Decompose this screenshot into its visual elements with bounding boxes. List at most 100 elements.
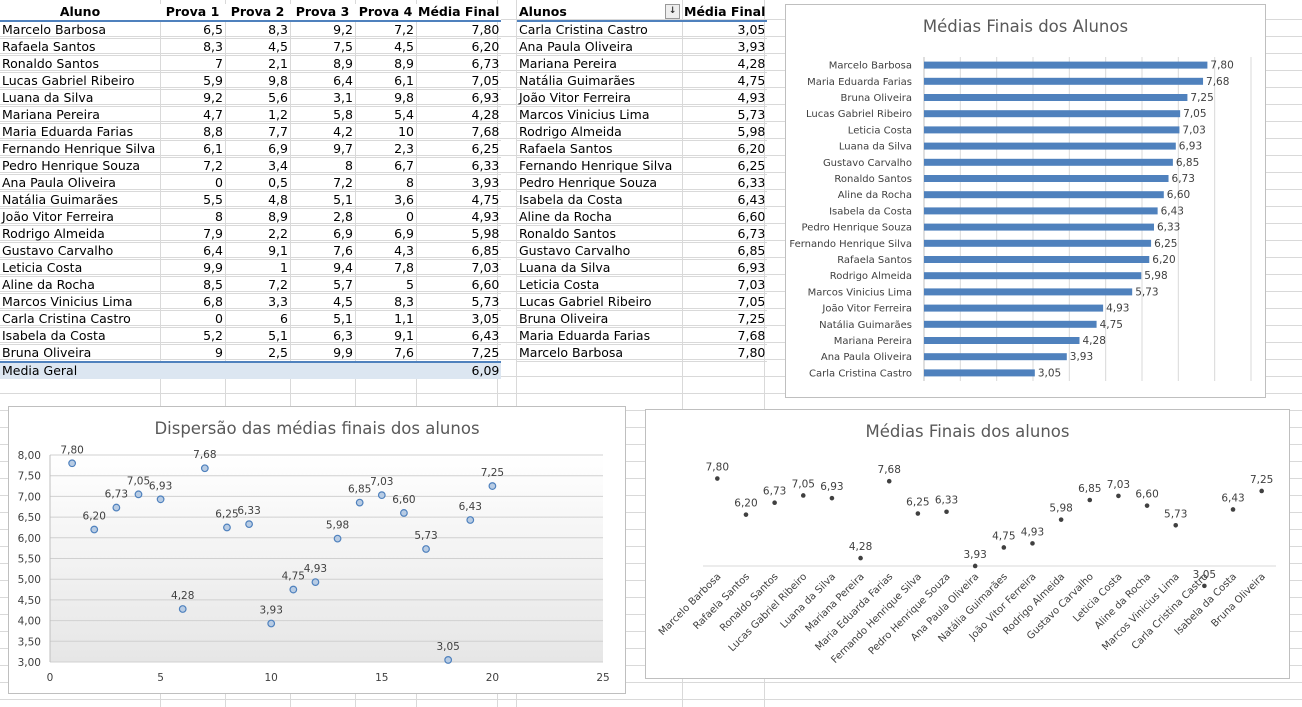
student-name-cell[interactable]: Lucas Gabriel Ribeiro <box>517 293 682 311</box>
student-name-cell[interactable]: Pedro Henrique Souza <box>517 174 682 192</box>
grade-cell[interactable]: 5,7 <box>290 276 355 294</box>
final-average-cell[interactable]: 3,05 <box>682 21 768 39</box>
final-average-cell[interactable]: 7,68 <box>416 123 502 141</box>
student-name-cell[interactable]: Marcos Vinicius Lima <box>0 293 160 311</box>
final-average-cell[interactable]: 4,28 <box>682 55 768 73</box>
student-name-cell[interactable]: Ronaldo Santos <box>517 225 682 243</box>
grade-cell[interactable]: 4,8 <box>225 191 290 209</box>
student-name-cell[interactable]: Ana Paula Oliveira <box>0 174 160 192</box>
grade-cell[interactable]: 7,5 <box>290 38 355 56</box>
grade-cell[interactable]: 9,8 <box>355 89 416 107</box>
sort-ascending-icon[interactable]: ↓ <box>665 4 680 19</box>
student-name-cell[interactable]: Fernando Henrique Silva <box>0 140 160 158</box>
grade-cell[interactable]: 6,9 <box>225 140 290 158</box>
grade-cell[interactable]: 7,8 <box>355 259 416 277</box>
final-average-cell[interactable]: 4,93 <box>416 208 502 226</box>
header-alunos[interactable]: Alunos ↓ <box>517 4 682 22</box>
grade-cell[interactable]: 9,7 <box>290 140 355 158</box>
header-aluno[interactable]: Aluno <box>0 4 160 22</box>
grade-cell[interactable]: 4,5 <box>225 38 290 56</box>
cell[interactable] <box>160 361 225 379</box>
final-average-cell[interactable]: 6,60 <box>682 208 768 226</box>
grade-cell[interactable]: 9,2 <box>160 89 225 107</box>
student-name-cell[interactable]: Maria Eduarda Farias <box>517 327 682 345</box>
student-name-cell[interactable]: Marcelo Barbosa <box>0 21 160 39</box>
grade-cell[interactable]: 1,1 <box>355 310 416 328</box>
student-name-cell[interactable]: Carla Cristina Castro <box>517 21 682 39</box>
cell[interactable] <box>225 361 290 379</box>
grade-cell[interactable]: 7,2 <box>290 174 355 192</box>
grade-cell[interactable]: 5,4 <box>355 106 416 124</box>
student-name-cell[interactable]: Gustavo Carvalho <box>0 242 160 260</box>
grade-cell[interactable]: 9 <box>160 344 225 363</box>
student-name-cell[interactable]: Bruna Oliveira <box>0 344 160 363</box>
grade-cell[interactable]: 6,1 <box>355 72 416 90</box>
grade-cell[interactable]: 2,3 <box>355 140 416 158</box>
final-average-cell[interactable]: 5,98 <box>416 225 502 243</box>
final-average-cell[interactable]: 6,60 <box>416 276 502 294</box>
grade-cell[interactable]: 6,3 <box>290 327 355 345</box>
student-name-cell[interactable]: Ana Paula Oliveira <box>517 38 682 56</box>
final-average-cell[interactable]: 4,28 <box>416 106 502 124</box>
grade-cell[interactable]: 2,8 <box>290 208 355 226</box>
grade-cell[interactable]: 7,2 <box>355 21 416 39</box>
grade-cell[interactable]: 5,1 <box>225 327 290 345</box>
student-name-cell[interactable]: Rodrigo Almeida <box>517 123 682 141</box>
student-name-cell[interactable]: Gustavo Carvalho <box>517 242 682 260</box>
grade-cell[interactable]: 3,6 <box>355 191 416 209</box>
student-name-cell[interactable]: Aline da Rocha <box>0 276 160 294</box>
grade-cell[interactable]: 6,1 <box>160 140 225 158</box>
final-average-cell[interactable]: 6,43 <box>682 191 768 209</box>
grade-cell[interactable]: 1 <box>225 259 290 277</box>
final-average-cell[interactable]: 7,80 <box>416 21 502 39</box>
bar-chart[interactable]: Médias Finais dos Alunos Marcelo Barbosa… <box>785 4 1266 398</box>
final-average-cell[interactable]: 6,73 <box>682 225 768 243</box>
final-average-cell[interactable]: 7,25 <box>682 310 768 328</box>
final-average-cell[interactable]: 7,05 <box>416 72 502 90</box>
grade-cell[interactable]: 0,5 <box>225 174 290 192</box>
final-average-cell[interactable]: 6,20 <box>682 140 768 158</box>
student-name-cell[interactable]: Ronaldo Santos <box>0 55 160 73</box>
grade-cell[interactable]: 8 <box>160 208 225 226</box>
grade-cell[interactable]: 4,3 <box>355 242 416 260</box>
grade-cell[interactable]: 7 <box>160 55 225 73</box>
student-name-cell[interactable]: Rafaela Santos <box>0 38 160 56</box>
grade-cell[interactable]: 5,5 <box>160 191 225 209</box>
final-average-cell[interactable]: 7,80 <box>682 344 768 362</box>
header-prova4[interactable]: Prova 4 <box>355 4 416 22</box>
grade-cell[interactable]: 9,8 <box>225 72 290 90</box>
grade-cell[interactable]: 9,1 <box>225 242 290 260</box>
grade-cell[interactable]: 4,5 <box>355 38 416 56</box>
grade-cell[interactable]: 9,1 <box>355 327 416 345</box>
grade-cell[interactable]: 4,7 <box>160 106 225 124</box>
marker-chart[interactable]: Médias Finais dos alunos 7,80 Marcelo Bar… <box>645 409 1290 679</box>
grade-cell[interactable]: 8,9 <box>225 208 290 226</box>
final-average-cell[interactable]: 7,05 <box>682 293 768 311</box>
grade-cell[interactable]: 9,4 <box>290 259 355 277</box>
grade-cell[interactable]: 8,8 <box>160 123 225 141</box>
student-name-cell[interactable]: Luana da Silva <box>0 89 160 107</box>
final-average-cell[interactable]: 7,03 <box>682 276 768 294</box>
student-name-cell[interactable]: Marcos Vinicius Lima <box>517 106 682 124</box>
final-average-cell[interactable]: 4,75 <box>682 72 768 90</box>
grade-cell[interactable]: 7,9 <box>160 225 225 243</box>
student-name-cell[interactable]: Lucas Gabriel Ribeiro <box>0 72 160 90</box>
final-average-cell[interactable]: 6,43 <box>416 327 502 345</box>
student-name-cell[interactable]: Maria Eduarda Farias <box>0 123 160 141</box>
footer-label[interactable]: Media Geral <box>0 361 160 379</box>
final-average-cell[interactable]: 6,93 <box>416 89 502 107</box>
header-media-final[interactable]: Média Final <box>682 4 768 22</box>
grade-cell[interactable]: 8,3 <box>160 38 225 56</box>
header-prova2[interactable]: Prova 2 <box>225 4 290 22</box>
grade-cell[interactable]: 6,4 <box>290 72 355 90</box>
grade-cell[interactable]: 9,9 <box>290 344 355 363</box>
grade-cell[interactable]: 7,6 <box>355 344 416 363</box>
final-average-cell[interactable]: 6,25 <box>416 140 502 158</box>
header-media-final[interactable]: Média Final <box>416 4 502 22</box>
grade-cell[interactable]: 3,4 <box>225 157 290 175</box>
grade-cell[interactable]: 4,5 <box>290 293 355 311</box>
grade-cell[interactable]: 7,2 <box>160 157 225 175</box>
grade-cell[interactable]: 8 <box>290 157 355 175</box>
final-average-cell[interactable]: 7,25 <box>416 344 502 363</box>
grade-cell[interactable]: 3,1 <box>290 89 355 107</box>
